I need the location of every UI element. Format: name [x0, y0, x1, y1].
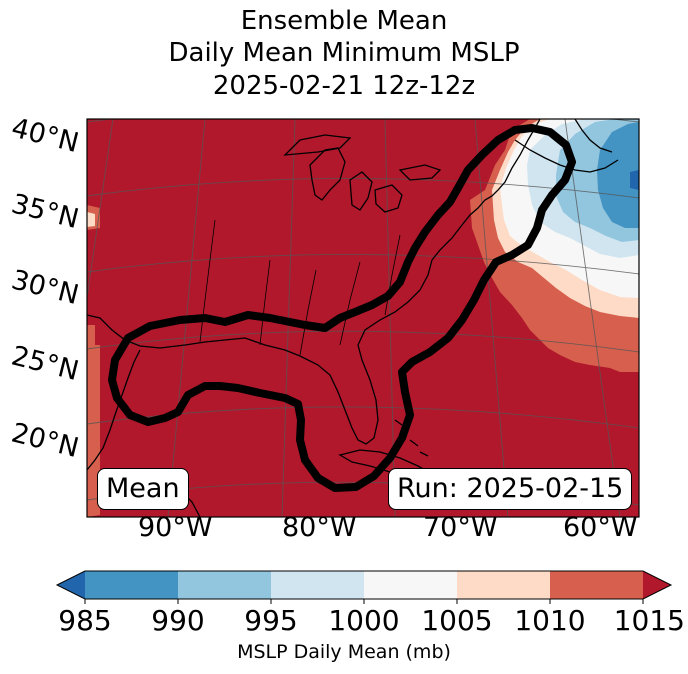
low-pressure-contour — [108, 124, 576, 492]
colorbar-bin-1010-1015 — [550, 571, 643, 599]
title-line-3: 2025-02-21 12z-12z — [212, 71, 476, 101]
mean-label: Mean — [97, 468, 189, 510]
lon-label-70w: 70°W — [423, 512, 498, 543]
colorbar-tick-995: 995 — [244, 604, 298, 637]
colorbar-extend-high — [643, 571, 671, 599]
pressure-fill-1005-west — [87, 212, 95, 227]
colorbar-extend-low — [57, 571, 85, 599]
colorbar-tick-1000: 1000 — [328, 604, 400, 637]
title-line-2: Daily Mean Minimum MSLP — [168, 38, 520, 68]
colorbar-bin-990-995 — [178, 571, 271, 599]
colorbar-bin-995-1000 — [271, 571, 364, 599]
run-label: Run: 2025-02-15 — [388, 468, 633, 510]
map-frame — [86, 118, 640, 518]
pressure-fill-985 — [597, 122, 639, 228]
lon-label-60w: 60°W — [563, 512, 638, 543]
title-line-1: Ensemble Mean — [240, 6, 448, 36]
pressure-fill-1010-west — [87, 205, 100, 517]
lon-label-80w: 80°W — [282, 512, 357, 543]
colorbar-bin-985-990 — [85, 571, 178, 599]
colorbar-tick-990: 990 — [151, 604, 205, 637]
map-panel — [87, 119, 639, 517]
colorbar-bin-1005-1010 — [457, 571, 550, 599]
colorbar-title: MSLP Daily Mean (mb) — [237, 641, 451, 663]
colorbar-tick-1015: 1015 — [613, 604, 685, 637]
colorbar-bin-1000-1005 — [364, 571, 457, 599]
colorbar-tick-1005: 1005 — [421, 604, 493, 637]
pressure-fill-980 — [630, 170, 639, 190]
colorbar-tick-985: 985 — [58, 604, 112, 637]
colorbar — [55, 570, 673, 604]
lon-label-90w: 90°W — [138, 512, 213, 543]
colorbar-tick-1010: 1010 — [514, 604, 586, 637]
